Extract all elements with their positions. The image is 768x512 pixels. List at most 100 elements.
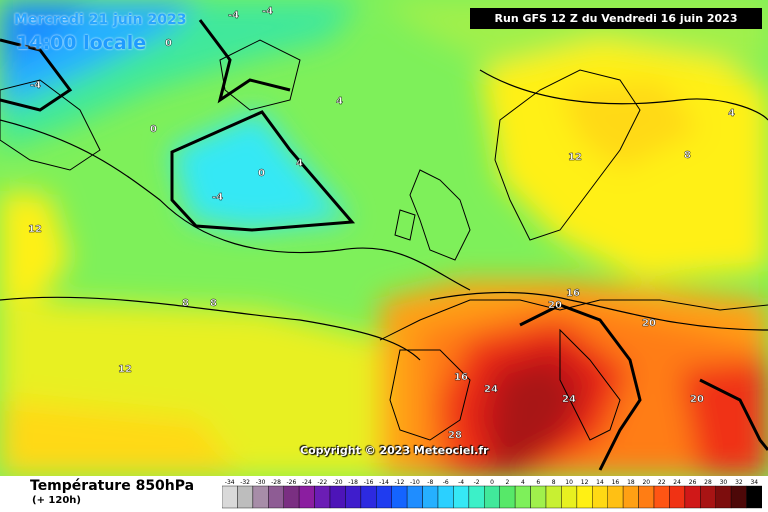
- scale-swatch: [576, 485, 593, 509]
- isotherm-label: 4: [296, 158, 303, 169]
- isotherm-label: 28: [448, 430, 462, 441]
- scale-tick-label: -30: [256, 479, 266, 486]
- scale-tick-label: 28: [704, 479, 712, 486]
- scale-swatch: [638, 485, 655, 509]
- scale-swatch: [653, 485, 670, 509]
- scale-tick-label: -32: [240, 479, 250, 486]
- scale-swatch: [376, 485, 392, 509]
- scale-tick-label: -8: [427, 479, 433, 486]
- scale-tick-label: -18: [348, 479, 358, 486]
- isotherm-contours-thin: [0, 69, 768, 361]
- isotherm-label: 20: [642, 318, 656, 329]
- scale-swatch: [530, 485, 547, 509]
- scale-tick-label: -6: [443, 479, 449, 486]
- scale-swatch: [499, 485, 516, 509]
- scale-tick-label: -20: [333, 479, 343, 486]
- isotherm-label: -4: [30, 80, 41, 91]
- coastlines: [0, 39, 768, 441]
- model-run-info: Run GFS 12 Z du Vendredi 16 juin 2023: [470, 8, 762, 29]
- scale-tick-label: -14: [379, 479, 389, 486]
- isotherm-label: 12: [28, 224, 42, 235]
- scale-tick-label: -24: [302, 479, 312, 486]
- isotherm-label: 0: [258, 168, 265, 179]
- scale-swatch: [406, 485, 423, 509]
- isotherm-label: 12: [568, 152, 582, 163]
- scale-tick-label: 14: [596, 479, 604, 486]
- scale-swatch: [391, 485, 408, 509]
- scale-tick-label: 8: [552, 479, 556, 486]
- temperature-field: [0, 0, 768, 476]
- scale-swatch: [329, 485, 346, 509]
- isotherm-label: 8: [210, 298, 217, 309]
- scale-tick-label: 12: [581, 479, 589, 486]
- scale-tick-label: 22: [658, 479, 666, 486]
- scale-tick-label: 30: [720, 479, 728, 486]
- isotherm-labels: -4 -4 -4 0 0 4 4 8 8 12 12 12 16 16 20 2…: [28, 6, 735, 441]
- scale-swatch: [453, 485, 469, 509]
- scale-tick-label: 16: [612, 479, 620, 486]
- color-scale: -34 -32 -30 -28 -26 -24 -22 -20 -18 -16 -14 -12 -10-…: [222, 479, 762, 509]
- scale-tick-label: 32: [735, 479, 743, 486]
- isotherm-label: 24: [484, 384, 498, 395]
- scale-swatch: [252, 485, 269, 509]
- scale-tick-label: 0: [490, 479, 494, 486]
- scale-tick-label: -28: [271, 479, 281, 486]
- map-canvas: -4 -4 -4 0 0 4 4 8 8 12 12 12 16 16 20 2…: [0, 0, 768, 476]
- isotherm-label: 12: [118, 364, 132, 375]
- scale-swatch: [684, 485, 701, 509]
- scale-swatch: [730, 485, 747, 509]
- scale-swatch: [622, 485, 639, 509]
- scale-swatch: [545, 485, 562, 509]
- isotherm-contours: [0, 19, 768, 471]
- scale-tick-label: 4: [521, 479, 525, 486]
- scale-swatch: [514, 485, 531, 509]
- temperature-map: -4 -4 -4 0 0 4 4 8 8 12 12 12 16 16 20 2…: [0, 0, 768, 476]
- scale-tick-label: 6: [536, 479, 540, 486]
- scale-swatch: [468, 485, 485, 509]
- scale-swatch: [298, 485, 315, 509]
- scale-swatch: [437, 485, 454, 509]
- legend-bar: Température 850hPa (+ 120h) -34 -32 -30 -28…: [0, 476, 768, 512]
- scale-tick-label: -12: [394, 479, 404, 486]
- isotherm-label: -4: [262, 6, 273, 17]
- isotherm-label: 24: [562, 394, 576, 405]
- scale-swatch: [607, 485, 624, 509]
- isotherm-label: 20: [548, 300, 562, 311]
- scale-swatch: [237, 485, 253, 509]
- scale-swatch: [484, 485, 500, 509]
- scale-tick-label: 34: [750, 479, 758, 486]
- scale-tick-label: 18: [627, 479, 635, 486]
- isotherm-label: 0: [165, 38, 172, 49]
- scale-tick-label: -22: [317, 479, 327, 486]
- isotherm-label: 16: [566, 288, 580, 299]
- scale-swatch: [746, 485, 762, 509]
- isotherm-label: 8: [182, 298, 189, 309]
- isotherm-label: 4: [728, 108, 735, 119]
- isotherm-label: -4: [228, 10, 239, 21]
- scale-tick-label: 24: [673, 479, 681, 486]
- scale-tick-label: -26: [286, 479, 296, 486]
- scale-tick-label: -16: [364, 479, 374, 486]
- forecast-date: Mercredi 21 juin 2023: [14, 12, 187, 28]
- scale-tick-label: 26: [689, 479, 697, 486]
- legend-title: Température 850hPa: [30, 478, 195, 494]
- isotherm-label: 20: [690, 394, 704, 405]
- scale-swatch: [422, 485, 439, 509]
- isotherm-label: -4: [212, 192, 223, 203]
- copyright-notice: Copyright © 2023 Meteociel.fr: [300, 444, 489, 457]
- scale-swatch: [561, 485, 577, 509]
- scale-swatch: [700, 485, 716, 509]
- scale-tick-label: -2: [474, 479, 480, 486]
- scale-swatch: [283, 485, 300, 509]
- isotherm-label: 16: [454, 372, 468, 383]
- scale-swatch: [360, 485, 377, 509]
- isotherm-label: 8: [684, 150, 691, 161]
- forecast-local-time: 14:00 locale: [16, 32, 147, 54]
- scale-swatch: [314, 485, 331, 509]
- legend-subtitle: (+ 120h): [32, 495, 81, 506]
- scale-tick-label: 20: [642, 479, 650, 486]
- scale-swatch: [592, 485, 608, 509]
- scale-tick-label: -10: [410, 479, 420, 486]
- scale-swatch: [715, 485, 732, 509]
- scale-tick-label: -34: [225, 479, 235, 486]
